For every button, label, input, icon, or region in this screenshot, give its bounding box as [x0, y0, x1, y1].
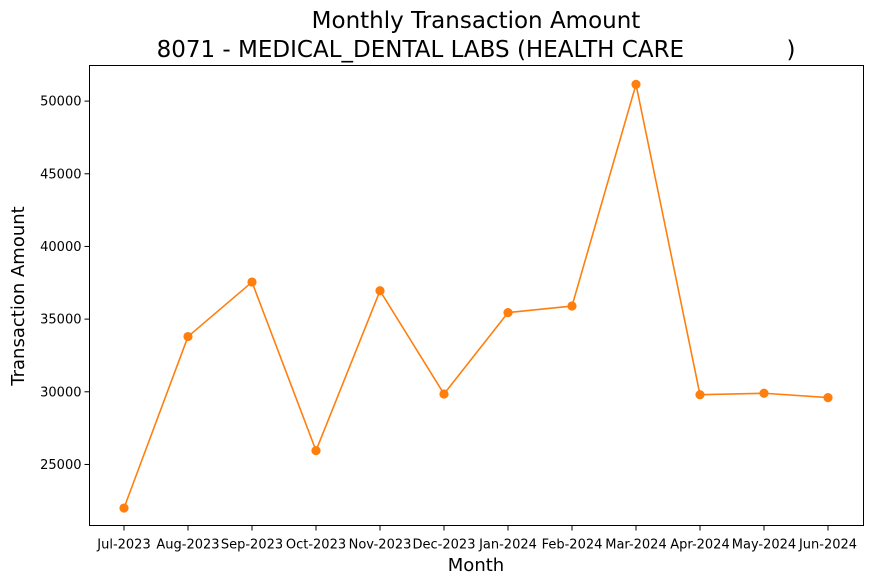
x-tick-label-jul-2023: Jul-2023	[96, 538, 150, 553]
data-point-aug-2023	[183, 331, 193, 342]
y-tick-label-40000: 40000	[40, 240, 81, 255]
x-tick-label-mar-2024: Mar-2024	[605, 538, 666, 553]
data-point-jan-2024	[503, 307, 513, 318]
data-series	[119, 79, 833, 513]
y-tick-label-25000: 25000	[40, 458, 81, 473]
data-point-sep-2023	[247, 277, 257, 287]
chart-subtitle: 8071 - MEDICAL_DENTAL LABS (HEALTH CARE …	[157, 37, 796, 63]
y-tick-label-50000: 50000	[40, 95, 81, 110]
data-point-jul-2023	[119, 503, 129, 513]
data-point-oct-2023	[311, 446, 321, 456]
data-point-nov-2023	[375, 286, 385, 296]
data-point-may-2024	[759, 388, 769, 398]
y-axis-label: Transaction Amount	[8, 206, 29, 386]
data-point-jun-2024	[823, 393, 833, 403]
data-point-feb-2024	[567, 301, 577, 311]
series-line	[123, 83, 829, 509]
x-tick-label-feb-2024: Feb-2024	[542, 538, 603, 553]
x-tick-label-apr-2024: Apr-2024	[670, 538, 729, 553]
plot-area-frame	[89, 65, 864, 526]
x-tick-label-jan-2024: Jan-2024	[478, 538, 537, 553]
x-tick-label-dec-2023: Dec-2023	[413, 538, 476, 553]
y-tick-label-45000: 45000	[40, 167, 81, 182]
data-point-mar-2024	[631, 79, 641, 89]
data-point-apr-2024	[695, 390, 705, 400]
x-tick-label-jun-2024: Jun-2024	[798, 538, 857, 553]
y-tick-label-30000: 30000	[40, 385, 81, 400]
x-tick-label-nov-2023: Nov-2023	[349, 538, 412, 553]
x-tick-label-may-2024: May-2024	[732, 538, 796, 553]
x-tick-label-aug-2023: Aug-2023	[156, 538, 219, 553]
chart-title: Monthly Transaction Amount	[312, 8, 641, 34]
x-axis: Jul-2023 Aug-2023 Sep-2023 Oct-2023 Nov-2023…	[96, 525, 857, 553]
x-tick-label-oct-2023: Oct-2023	[286, 538, 346, 553]
y-axis: 25000 30000 35000 40000 45000 50000	[40, 95, 90, 473]
data-point-dec-2023	[439, 389, 449, 399]
x-tick-label-sep-2023: Sep-2023	[221, 538, 283, 553]
x-axis-label: Month	[448, 555, 504, 576]
y-tick-label-35000: 35000	[40, 313, 81, 328]
